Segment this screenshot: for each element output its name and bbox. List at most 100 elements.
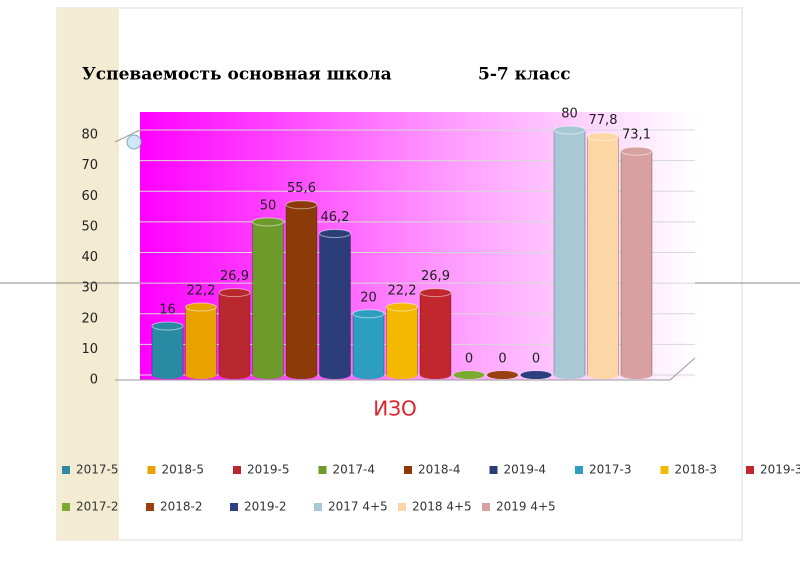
bar-base — [420, 371, 451, 379]
bar-base — [286, 371, 317, 379]
bar-base — [487, 371, 518, 379]
bar-base — [152, 371, 183, 379]
bar-base — [219, 371, 250, 379]
bar-base — [319, 371, 351, 379]
bar-top — [252, 217, 284, 227]
legend-swatch — [482, 503, 490, 511]
bar — [252, 221, 284, 376]
legend-label: 2017-2 — [76, 500, 119, 514]
legend-swatch — [314, 503, 322, 511]
legend-swatch — [146, 503, 154, 511]
value-label: 20 — [360, 290, 377, 305]
legend-label: 2018-3 — [675, 463, 718, 477]
decor-dot — [126, 134, 142, 150]
legend-swatch — [746, 466, 754, 474]
legend-label: 2019-3 — [760, 463, 800, 477]
bar-base — [185, 371, 217, 379]
bar-top — [151, 321, 184, 331]
legend-swatch — [404, 466, 412, 474]
legend-label: 2019 4+5 — [496, 500, 556, 514]
bar-top — [386, 302, 418, 312]
y-tick-label: 80 — [81, 128, 98, 143]
legend-label: 2017-4 — [333, 463, 376, 477]
bar-top — [285, 200, 318, 210]
bar — [151, 325, 184, 376]
y-tick-label: 40 — [81, 250, 98, 265]
side-strip — [57, 8, 119, 540]
value-label: 16 — [159, 303, 176, 318]
legend-swatch — [233, 466, 241, 474]
value-label: 26,9 — [220, 269, 249, 284]
legend-swatch — [575, 466, 583, 474]
legend-swatch — [230, 503, 238, 511]
legend-label: 2019-5 — [247, 463, 290, 477]
bar — [218, 292, 251, 376]
value-label: 0 — [532, 352, 540, 367]
legend-swatch — [398, 503, 406, 511]
legend-label: 2019-2 — [244, 500, 287, 514]
value-label: 0 — [498, 352, 506, 367]
legend-swatch — [62, 503, 70, 511]
value-label: 50 — [260, 198, 277, 213]
legend-swatch — [147, 466, 156, 474]
bar-base — [453, 371, 485, 379]
bar-base — [353, 371, 384, 379]
bar-top — [218, 288, 251, 298]
value-label: 46,2 — [321, 210, 350, 225]
legend-label: 2017 4+5 — [328, 500, 388, 514]
bar-top — [587, 132, 619, 142]
legend-label: 2017-3 — [589, 463, 632, 477]
floor-edge — [669, 357, 696, 381]
bar — [285, 204, 318, 376]
legend-swatch — [660, 466, 669, 474]
value-label: 73,1 — [622, 128, 651, 143]
bar-top — [620, 146, 653, 156]
bar-base — [587, 371, 619, 379]
bar-base — [386, 371, 418, 379]
axis-line — [114, 129, 141, 143]
value-label: 77,8 — [589, 113, 618, 128]
bar-top — [352, 309, 385, 319]
legend-swatch — [318, 466, 327, 474]
legend-swatch — [62, 466, 70, 474]
x-tick-label: ИЗО — [373, 397, 417, 421]
bar-top — [419, 288, 452, 298]
legend-label: 2018-4 — [418, 463, 461, 477]
bar — [620, 150, 653, 376]
chart-title: Успеваемость основная школа — [82, 65, 392, 85]
bar-top — [319, 229, 351, 239]
legend-label: 2018-2 — [160, 500, 203, 514]
y-tick-label: 70 — [81, 158, 98, 173]
y-tick-label: 20 — [81, 311, 98, 326]
value-label: 26,9 — [421, 269, 450, 284]
y-tick-label: 50 — [81, 219, 98, 234]
chart-subtitle: 5-7 класс — [478, 65, 571, 85]
value-label: 55,6 — [287, 181, 316, 196]
bar-base — [621, 371, 652, 379]
y-tick-label: 30 — [81, 281, 98, 296]
bar — [587, 136, 619, 376]
bar-top — [185, 302, 217, 312]
bar — [386, 306, 418, 376]
bar-base — [554, 371, 585, 379]
legend-label: 2018-5 — [162, 463, 205, 477]
legend-label: 2017-5 — [76, 463, 119, 477]
y-tick-label: 10 — [81, 342, 98, 357]
legend-swatch — [489, 466, 498, 474]
value-label: 22,2 — [388, 284, 417, 299]
bar-base — [520, 371, 552, 379]
bar — [553, 129, 586, 376]
bar-base — [252, 371, 284, 379]
bar — [319, 233, 351, 376]
bar — [352, 313, 385, 376]
y-tick-label: 60 — [81, 189, 98, 204]
legend-label: 2019-4 — [504, 463, 547, 477]
legend-label: 2018 4+5 — [412, 500, 472, 514]
bar-top — [553, 125, 586, 135]
y-tick-label: 0 — [90, 373, 98, 388]
value-label: 22,2 — [187, 284, 216, 299]
value-label: 0 — [465, 352, 473, 367]
value-label: 80 — [561, 107, 578, 122]
